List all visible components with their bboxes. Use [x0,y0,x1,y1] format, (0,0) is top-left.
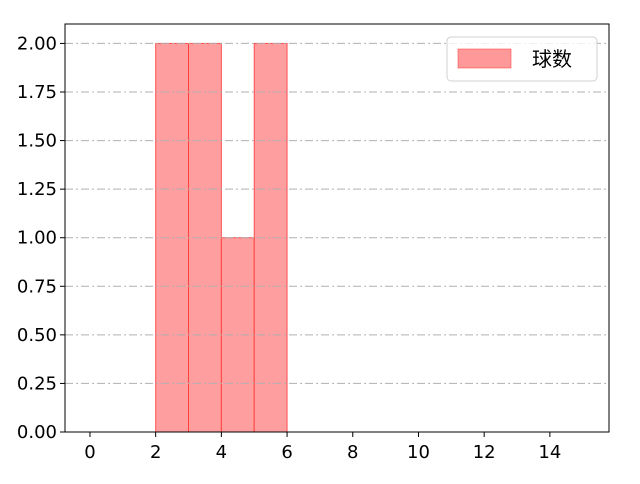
legend-label: 球数 [532,47,572,71]
x-tick-label: 4 [216,442,227,463]
y-tick-label: 0.00 [17,422,57,443]
x-tick-label: 2 [150,442,161,463]
y-axis: 0.00 0.25 0.50 0.75 1.00 1.25 1.50 1.75 2.00 [17,33,65,443]
legend-swatch [457,48,512,69]
y-tick-label: 1.50 [17,131,57,152]
y-tick-label: 2.00 [17,33,57,54]
y-tick-label: 1.25 [17,179,57,200]
y-tick-label: 1.00 [17,228,57,249]
x-tick-label: 12 [473,442,496,463]
legend: 球数 [446,36,598,82]
y-tick-label: 1.75 [17,82,57,103]
x-tick-label: 14 [538,442,561,463]
x-tick-label: 8 [347,442,358,463]
x-axis: 0 2 4 6 8 10 12 14 [84,432,561,463]
y-tick-label: 0.75 [17,276,57,297]
y-tick-label: 0.50 [17,325,57,346]
legend-frame [446,36,598,82]
x-tick-label: 0 [84,442,95,463]
y-tick-label: 0.25 [17,373,57,394]
x-tick-label: 10 [407,442,430,463]
plot-frame [64,23,610,433]
grid-lines [65,42,609,433]
x-tick-label: 6 [281,442,292,463]
